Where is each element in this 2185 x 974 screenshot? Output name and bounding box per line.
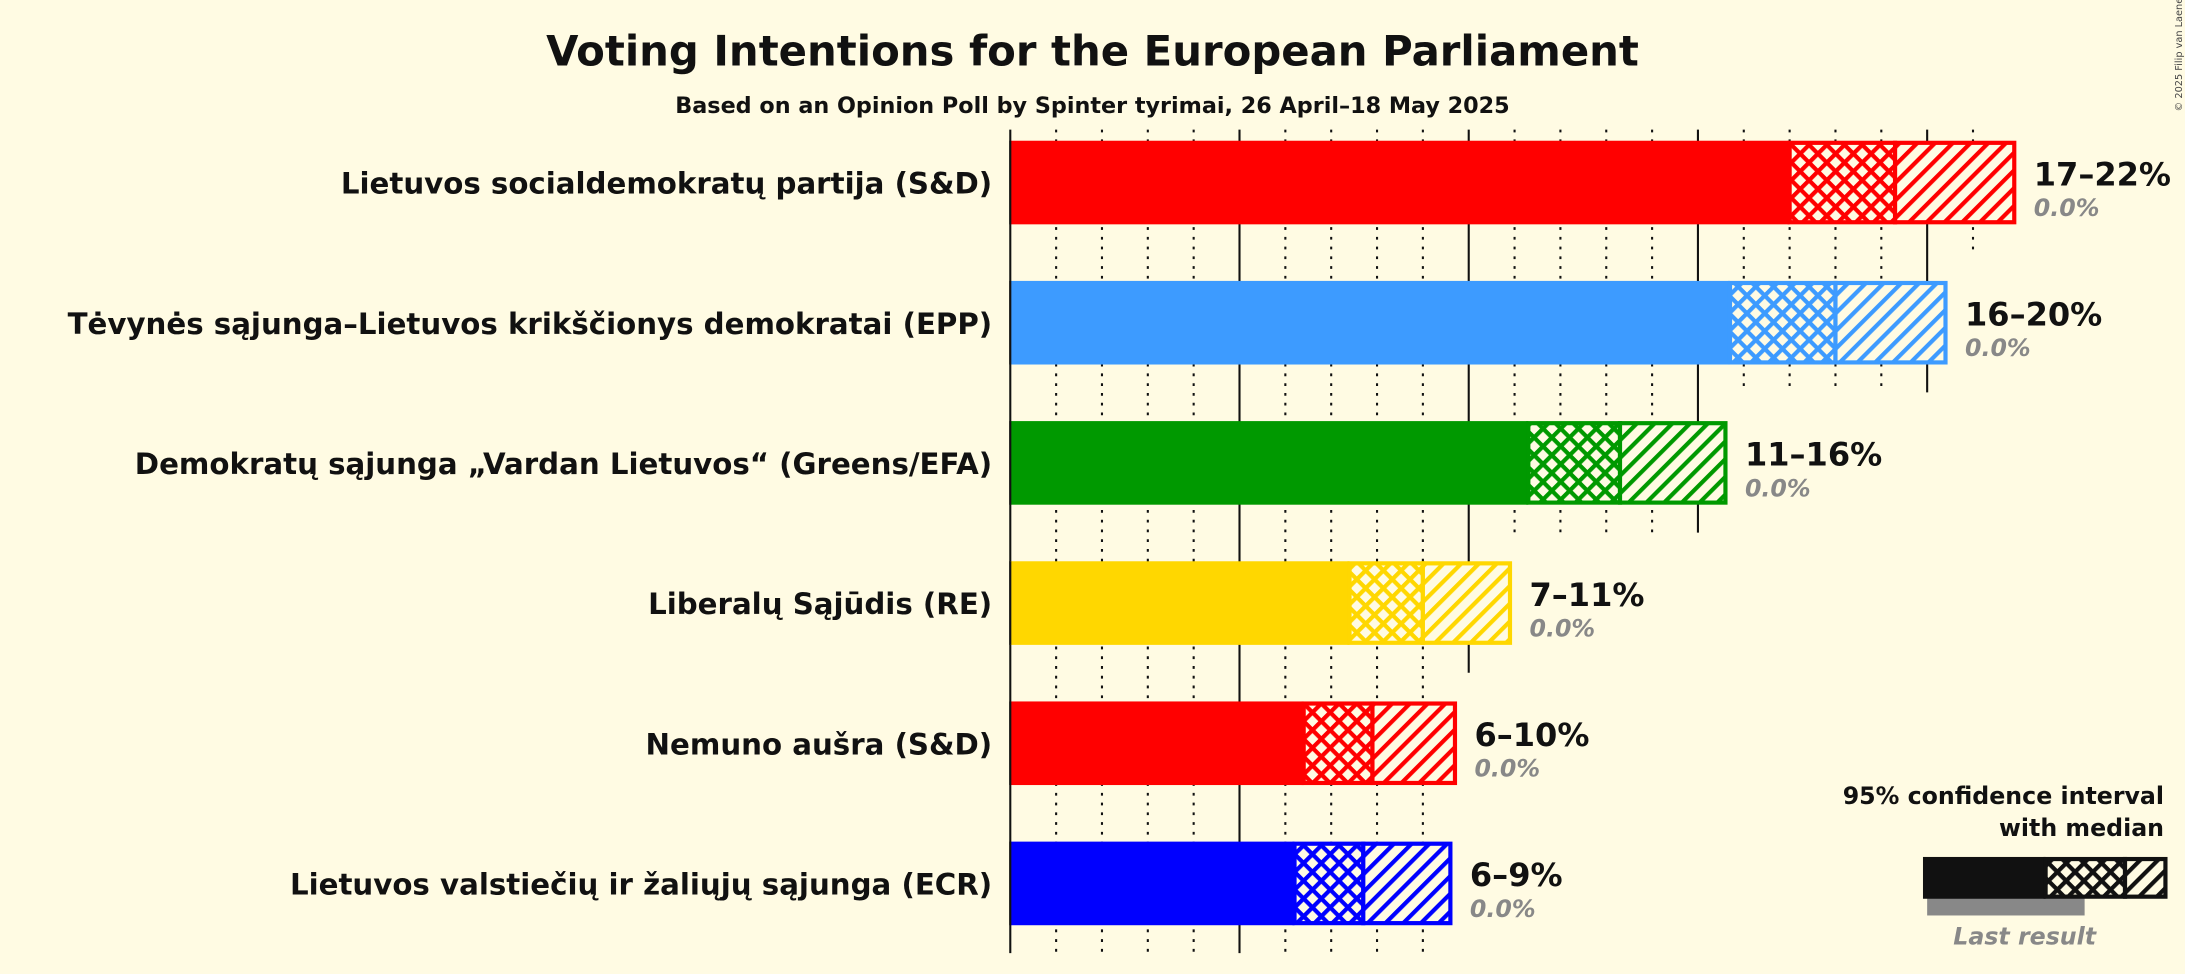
bar-group: Liberalų Sąjūdis (RE) 7–11%0.0% bbox=[648, 561, 1644, 645]
legend-ci-hatch bbox=[2122, 856, 2168, 899]
bar-ci-hatch bbox=[1420, 561, 1513, 645]
legend-line2: with median bbox=[1999, 814, 2164, 842]
bar-group: Nemuno aušra (S&D) 6–10%0.0% bbox=[646, 701, 1589, 786]
bar-solid bbox=[1010, 421, 1529, 505]
bar-ci-hatch bbox=[1833, 280, 1948, 365]
bar-group: Tėvynės sąjunga–Lietuvos krikščionys dem… bbox=[68, 280, 2102, 365]
range-label: 6–10% bbox=[1474, 716, 1589, 754]
last-result-label: 0.0% bbox=[2034, 194, 2100, 222]
bar-solid bbox=[1010, 701, 1304, 786]
range-label: 6–9% bbox=[1470, 856, 1563, 894]
bar-solid bbox=[1010, 561, 1350, 645]
range-label: 16–20% bbox=[1965, 296, 2102, 334]
party-label: Liberalų Sąjūdis (RE) bbox=[648, 587, 992, 621]
legend-line1: 95% confidence interval bbox=[1843, 782, 2164, 810]
party-label: Lietuvos valstiečių ir žaliųjų sąjunga (… bbox=[290, 868, 992, 902]
chart-title: Voting Intentions for the European Parli… bbox=[546, 26, 1639, 75]
range-label: 17–22% bbox=[2034, 155, 2171, 193]
range-label: 11–16% bbox=[1745, 436, 1882, 474]
bar-group: Demokratų sąjunga „Vardan Lietuvos“ (Gre… bbox=[135, 421, 1882, 505]
last-result-label: 0.0% bbox=[1470, 895, 1536, 923]
chart-subtitle: Based on an Opinion Poll by Spinter tyri… bbox=[675, 93, 1509, 119]
bar-solid bbox=[1010, 280, 1731, 365]
bar-ci-hatch bbox=[1892, 140, 2017, 225]
copyright: © 2025 Filip van Laenen bbox=[2174, 0, 2185, 111]
bars: Lietuvos socialdemokratų partija (S&D) 17… bbox=[68, 140, 2171, 926]
legend: 95% confidence interval with median Last… bbox=[1843, 782, 2168, 951]
legend-solid bbox=[1922, 856, 2046, 899]
bar-group: Lietuvos valstiečių ir žaliųjų sąjunga (… bbox=[290, 841, 1563, 926]
last-result-label: 0.0% bbox=[1474, 755, 1540, 783]
bar-median-hatch bbox=[1727, 280, 1838, 365]
bar-median-hatch bbox=[1787, 140, 1898, 225]
bar-solid bbox=[1010, 841, 1295, 926]
bar-median-hatch bbox=[1347, 561, 1425, 645]
bar-group: Lietuvos socialdemokratų partija (S&D) 17… bbox=[341, 140, 2171, 225]
range-label: 7–11% bbox=[1529, 576, 1644, 614]
bar-ci-hatch bbox=[1361, 841, 1453, 926]
legend-last-result: Last result bbox=[1953, 923, 2097, 951]
last-result-label: 0.0% bbox=[1965, 334, 2031, 362]
last-result-label: 0.0% bbox=[1745, 474, 1811, 502]
bar-solid bbox=[1010, 140, 1790, 225]
legend-median-hatch bbox=[2043, 856, 2128, 899]
party-label: Demokratų sąjunga „Vardan Lietuvos“ (Gre… bbox=[135, 447, 992, 481]
bar-median-hatch bbox=[1301, 701, 1375, 786]
party-label: Nemuno aušra (S&D) bbox=[646, 727, 993, 761]
bar-median-hatch bbox=[1526, 421, 1623, 505]
party-label: Lietuvos socialdemokratų partija (S&D) bbox=[341, 167, 992, 201]
bar-ci-hatch bbox=[1617, 421, 1728, 505]
legend-last-result-bar bbox=[1927, 897, 2085, 916]
bar-median-hatch bbox=[1292, 841, 1366, 926]
bar-ci-hatch bbox=[1370, 701, 1458, 786]
last-result-label: 0.0% bbox=[1529, 615, 1595, 643]
party-label: Tėvynės sąjunga–Lietuvos krikščionys dem… bbox=[68, 307, 993, 341]
